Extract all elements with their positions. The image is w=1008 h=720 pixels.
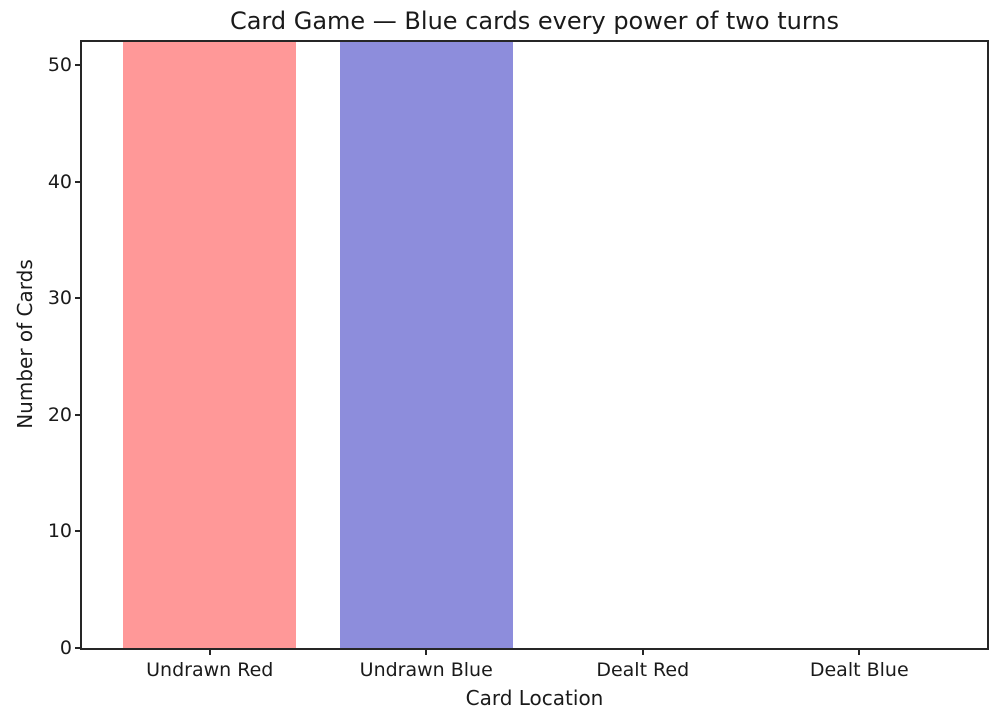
y-tick-mark <box>75 413 80 416</box>
y-tick-mark <box>75 180 80 183</box>
plot-area <box>80 40 989 650</box>
y-tick-mark <box>75 297 80 300</box>
chart-title: Card Game — Blue cards every power of tw… <box>229 7 840 35</box>
y-tick-mark <box>75 530 80 533</box>
y-tick-mark <box>75 64 80 67</box>
x-tick-mark <box>425 650 428 655</box>
x-axis-label: Card Location <box>465 686 604 710</box>
x-tick-label-undrawn-blue: Undrawn Blue <box>359 659 493 681</box>
bar-undrawn-blue <box>339 42 513 648</box>
y-tick-label: 50 <box>47 54 72 77</box>
x-tick-mark <box>641 650 644 655</box>
x-tick-label-undrawn-red: Undrawn Red <box>146 659 274 681</box>
y-tick-label: 0 <box>59 637 72 659</box>
x-tick-label-dealt-red: Dealt Red <box>596 659 690 681</box>
y-tick-mark <box>75 647 80 649</box>
x-tick-mark <box>208 650 211 655</box>
y-tick-label: 20 <box>47 403 72 426</box>
bar-undrawn-red <box>123 42 297 648</box>
x-tick-mark <box>858 650 861 655</box>
y-tick-label: 40 <box>47 170 72 193</box>
y-tick-label: 10 <box>47 520 72 543</box>
y-tick-label: 30 <box>47 287 72 310</box>
x-tick-label-dealt-blue: Dealt Blue <box>809 659 909 681</box>
